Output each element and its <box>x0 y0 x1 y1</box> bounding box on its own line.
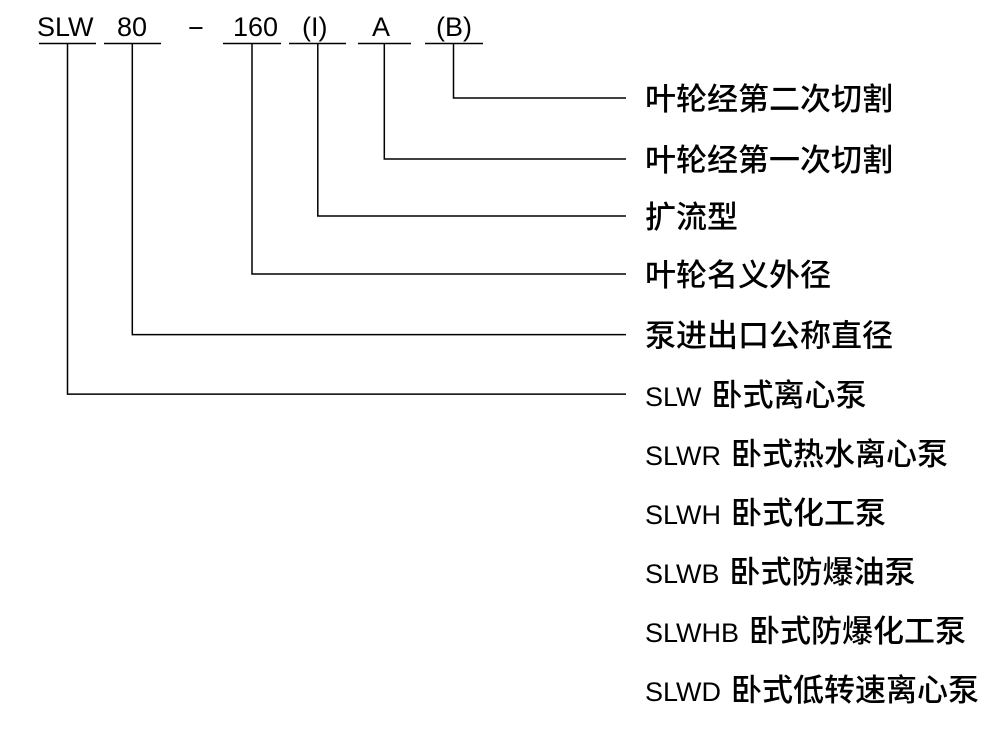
svg-text:(I): (I) <box>302 12 327 42</box>
svg-text:(B): (B) <box>436 12 472 42</box>
svg-text:叶轮经第一次切割: 叶轮经第一次切割 <box>645 135 893 180</box>
svg-text:叶轮名义外径: 叶轮名义外径 <box>645 250 831 295</box>
svg-text:A: A <box>372 12 390 42</box>
svg-text:叶轮经第二次切割: 叶轮经第二次切割 <box>645 74 893 119</box>
svg-text:80: 80 <box>117 12 147 42</box>
svg-text:160: 160 <box>233 12 278 42</box>
svg-text:SLW: SLW <box>37 12 94 42</box>
svg-text:泵进出口公称直径: 泵进出口公称直径 <box>645 311 893 356</box>
svg-text:−: − <box>188 13 204 43</box>
svg-text:扩流型: 扩流型 <box>645 192 738 237</box>
